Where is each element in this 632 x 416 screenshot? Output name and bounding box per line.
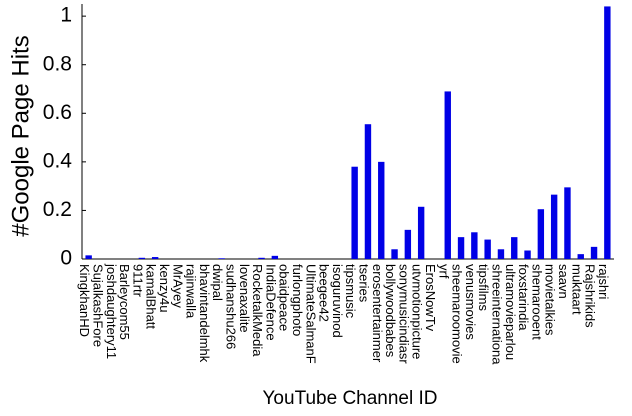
bar xyxy=(497,249,505,259)
x-axis-label: YouTube Channel ID xyxy=(263,388,438,409)
x-tick-label: isoguruvinod xyxy=(330,264,345,338)
y-tick-label: 0.6 xyxy=(43,101,72,124)
x-tick-label: yrf xyxy=(436,264,451,279)
bar xyxy=(604,6,611,259)
bar xyxy=(484,239,491,259)
x-tick-label: tipsmusic xyxy=(343,264,358,319)
x-tick-label: joshdaughtery11 xyxy=(104,263,119,359)
x-tick-label: 911rtr xyxy=(130,264,145,298)
bar xyxy=(564,187,571,259)
x-tick-label: muktaart xyxy=(569,264,584,315)
x-tick-label: bollywoodbabes xyxy=(383,264,398,358)
bar xyxy=(577,254,584,259)
x-tick-label: ErosNowTv xyxy=(423,264,438,332)
x-tick-label: IndiaDefence xyxy=(263,264,278,341)
x-tick-label: erosentertainmer xyxy=(370,264,385,363)
bar xyxy=(537,209,545,259)
bar xyxy=(258,257,265,259)
bar xyxy=(391,249,398,259)
bar xyxy=(351,166,358,259)
x-tick-label: beegee42 xyxy=(317,264,332,322)
bar xyxy=(218,258,225,259)
x-tick-label: furlongphoto xyxy=(290,264,305,336)
x-tick-label: sudhanshu266 xyxy=(224,264,239,349)
x-tick-label: Barleycom55 xyxy=(117,264,132,340)
y-tick-label: 1 xyxy=(60,4,72,27)
bar xyxy=(378,161,385,259)
bar xyxy=(151,257,159,259)
x-tick-label: utvmotionpicture xyxy=(410,264,425,359)
x-tick-label: foxstarindia xyxy=(516,264,531,331)
x-tick-label: tseries xyxy=(357,264,372,303)
bar xyxy=(138,257,146,259)
x-tick-label: kenzy4u xyxy=(157,264,172,312)
x-tick-label: lovenaxalite xyxy=(237,264,252,333)
x-tick-label: KingkhanHD xyxy=(77,264,92,337)
y-tick-label: 0 xyxy=(60,247,72,270)
bar xyxy=(417,206,425,259)
x-tick-label: shemarooent xyxy=(529,264,544,340)
bar xyxy=(550,194,558,259)
x-tick-label: movietalkies xyxy=(543,264,558,336)
bar xyxy=(444,91,451,259)
x-tick-label: bhavintandelmhk xyxy=(197,264,212,363)
x-tick-label: kamalBhatt xyxy=(144,264,159,329)
y-tick-label: 0.4 xyxy=(43,149,73,172)
x-tick-label: venusmovies xyxy=(463,264,478,340)
bar xyxy=(590,246,598,259)
bar xyxy=(457,237,465,259)
x-tick-label: saavn xyxy=(556,264,571,299)
x-tick-label: rajinwalla xyxy=(184,264,199,319)
bar xyxy=(85,255,92,259)
x-tick-label: Rajshrikids xyxy=(583,264,598,328)
x-tick-label: sonymusicindiasr xyxy=(396,264,411,364)
x-tick-label: shreeinternationa xyxy=(490,264,505,365)
x-tick-label: SujalkashFore xyxy=(91,264,106,347)
x-tick-label: dwipal xyxy=(210,264,225,301)
bar xyxy=(271,255,279,259)
bar xyxy=(364,124,372,259)
bar xyxy=(511,237,518,259)
bar xyxy=(404,229,412,259)
x-tick-label: tipsfilms xyxy=(476,264,491,311)
x-tick-label: obaidpeace xyxy=(277,264,292,331)
x-tick-label: sheemaroomovie xyxy=(450,264,465,364)
x-tick-label: rajshri xyxy=(596,264,611,300)
bar xyxy=(524,250,531,259)
x-tick-label: RocketalkMedia xyxy=(250,264,265,357)
y-axis-label: #Google Page Hits xyxy=(7,35,34,236)
x-tick-label: UltimateSalmanF xyxy=(303,264,318,364)
y-tick-label: 0.2 xyxy=(43,198,72,221)
y-tick-label: 0.8 xyxy=(43,52,72,75)
x-tick-label: ultramovieparlou xyxy=(503,264,518,360)
bar xyxy=(471,232,478,259)
x-tick-label: MrAyey xyxy=(170,264,185,308)
